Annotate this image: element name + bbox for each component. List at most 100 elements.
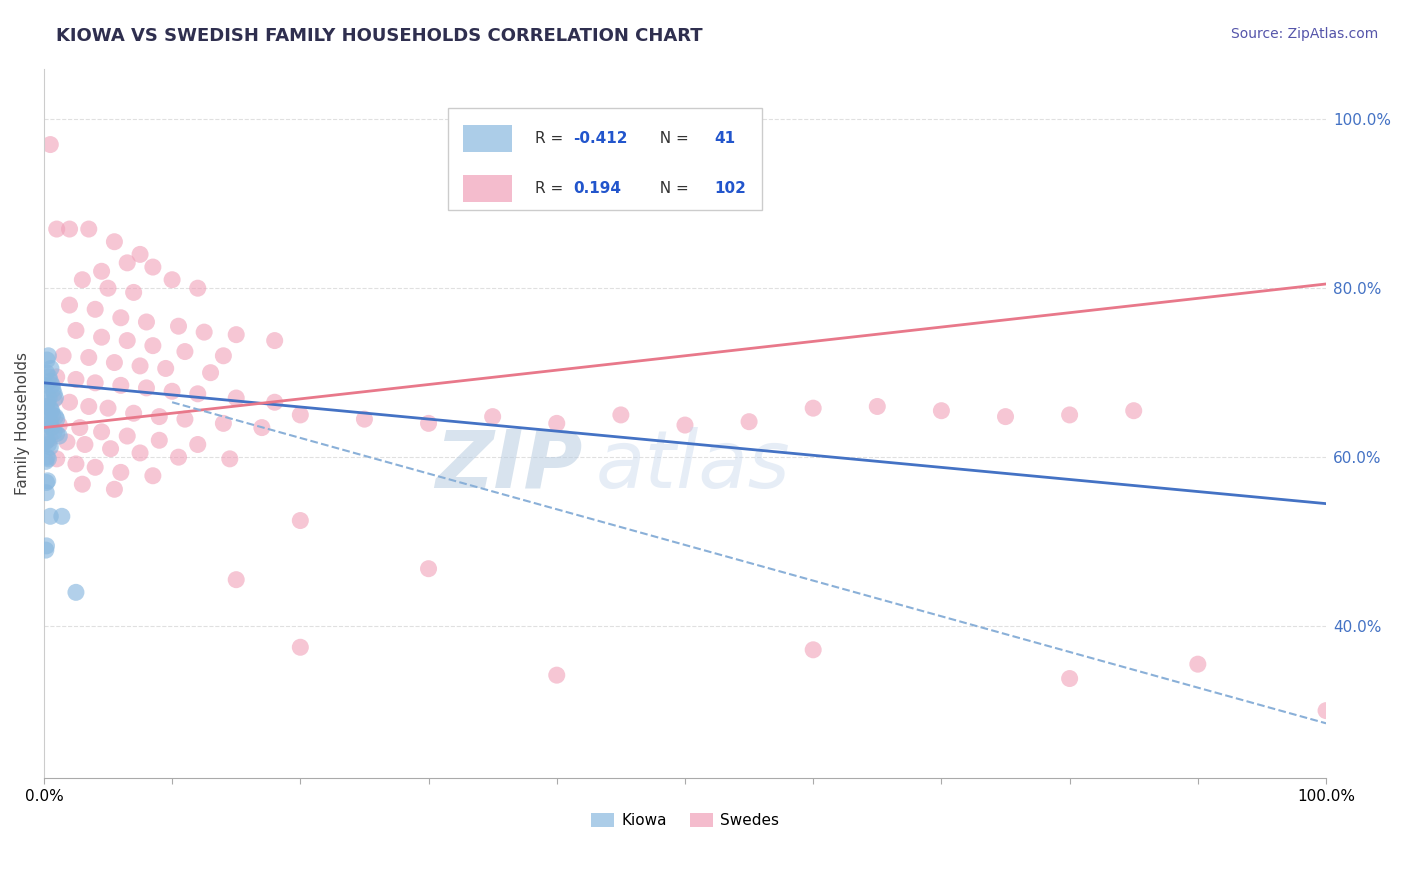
Swedes <box>45 222 67 236</box>
Swedes <box>1122 403 1144 417</box>
Kiowa <box>35 450 58 465</box>
Kiowa <box>37 474 59 488</box>
Swedes <box>418 562 440 576</box>
Kiowa <box>41 403 63 417</box>
Kiowa <box>35 417 58 431</box>
Swedes <box>77 400 100 414</box>
Swedes <box>263 334 285 348</box>
Swedes <box>129 247 152 261</box>
Swedes <box>65 372 87 386</box>
Kiowa <box>42 408 65 422</box>
Kiowa <box>39 361 62 376</box>
Swedes <box>129 446 152 460</box>
Swedes <box>148 434 170 448</box>
Kiowa <box>39 374 62 388</box>
Swedes <box>39 137 62 152</box>
Swedes <box>160 384 183 399</box>
Swedes <box>65 457 87 471</box>
Swedes <box>481 409 503 424</box>
Swedes <box>115 334 138 348</box>
Swedes <box>1315 704 1337 718</box>
Swedes <box>1187 657 1209 672</box>
Swedes <box>167 319 190 334</box>
Swedes <box>90 264 112 278</box>
Kiowa <box>37 349 59 363</box>
Swedes <box>65 323 87 337</box>
Kiowa <box>35 434 58 448</box>
Swedes <box>110 310 132 325</box>
Text: 102: 102 <box>714 181 747 196</box>
Swedes <box>103 235 125 249</box>
Swedes <box>84 460 107 475</box>
Swedes <box>263 395 285 409</box>
Swedes <box>866 400 889 414</box>
Swedes <box>58 298 80 312</box>
Swedes <box>72 477 94 491</box>
Swedes <box>142 468 165 483</box>
Kiowa <box>44 391 66 405</box>
Swedes <box>115 256 138 270</box>
Kiowa <box>37 437 59 451</box>
Kiowa <box>44 425 66 439</box>
Kiowa <box>38 370 60 384</box>
Swedes <box>56 434 79 449</box>
Swedes <box>72 273 94 287</box>
Text: KIOWA VS SWEDISH FAMILY HOUSEHOLDS CORRELATION CHART: KIOWA VS SWEDISH FAMILY HOUSEHOLDS CORRE… <box>56 27 703 45</box>
Swedes <box>142 338 165 352</box>
FancyBboxPatch shape <box>463 175 512 202</box>
Swedes <box>90 330 112 344</box>
Swedes <box>167 450 190 465</box>
Kiowa <box>37 418 59 433</box>
Swedes <box>801 401 824 416</box>
Swedes <box>212 417 235 431</box>
Kiowa <box>42 383 65 397</box>
FancyBboxPatch shape <box>463 125 512 152</box>
Kiowa <box>45 426 67 441</box>
Swedes <box>44 392 66 407</box>
Swedes <box>187 281 209 295</box>
Kiowa <box>51 509 73 524</box>
Swedes <box>135 315 157 329</box>
Swedes <box>84 302 107 317</box>
Text: -0.412: -0.412 <box>574 130 628 145</box>
Swedes <box>122 285 145 300</box>
Swedes <box>290 640 312 655</box>
Text: Source: ZipAtlas.com: Source: ZipAtlas.com <box>1230 27 1378 41</box>
Text: 41: 41 <box>714 130 735 145</box>
Swedes <box>353 412 375 426</box>
Kiowa <box>35 366 58 380</box>
Swedes <box>45 370 67 384</box>
Swedes <box>931 403 953 417</box>
Kiowa <box>35 475 58 490</box>
Swedes <box>290 408 312 422</box>
Kiowa <box>41 420 63 434</box>
Text: R =: R = <box>534 181 568 196</box>
Swedes <box>418 417 440 431</box>
Kiowa <box>35 543 58 558</box>
Swedes <box>103 355 125 369</box>
Kiowa <box>39 401 62 416</box>
Swedes <box>738 415 761 429</box>
Swedes <box>110 466 132 480</box>
Kiowa <box>48 429 70 443</box>
Text: 0.194: 0.194 <box>574 181 621 196</box>
Kiowa <box>35 434 58 449</box>
Swedes <box>97 281 120 295</box>
Swedes <box>225 573 247 587</box>
Swedes <box>58 395 80 409</box>
Text: atlas: atlas <box>595 427 790 505</box>
Swedes <box>187 386 209 401</box>
Swedes <box>48 418 70 433</box>
Swedes <box>155 361 177 376</box>
Swedes <box>212 349 235 363</box>
Kiowa <box>38 391 60 405</box>
Swedes <box>58 222 80 236</box>
Swedes <box>84 376 107 390</box>
Kiowa <box>35 485 58 500</box>
Swedes <box>73 437 96 451</box>
Swedes <box>129 359 152 373</box>
Kiowa <box>39 440 62 454</box>
Swedes <box>290 514 312 528</box>
Swedes <box>1059 672 1081 686</box>
Swedes <box>546 668 568 682</box>
